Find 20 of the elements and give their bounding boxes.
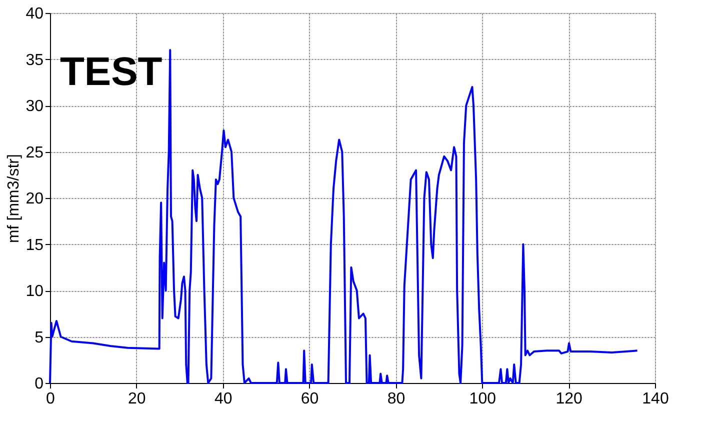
y-tick-label: 30 [26,98,44,115]
y-tick-label: 5 [34,329,44,346]
y-tick-label: 35 [26,52,44,69]
y-tick-label: 20 [26,190,44,208]
y-tick-label: 0 [34,376,44,392]
y-tick-label: 15 [26,236,44,254]
y-tick-label: 40 [26,6,44,22]
x-tick-label: 140 [642,390,669,408]
x-tick-label: 60 [300,390,319,408]
x-tick-label: 0 [46,390,56,408]
x-tick-label: 20 [128,390,146,408]
line-series [49,49,638,384]
y-tick-label: 25 [26,144,44,162]
annotation: TEST [60,50,162,94]
x-tick-label: 100 [469,390,496,408]
y-tick-label: 10 [26,283,44,300]
y-axis-title: mf [mm3/str] [6,154,23,243]
x-tick-label: 40 [214,390,232,408]
x-tick-label: 120 [556,390,583,408]
x-tick-label: 80 [387,390,406,408]
